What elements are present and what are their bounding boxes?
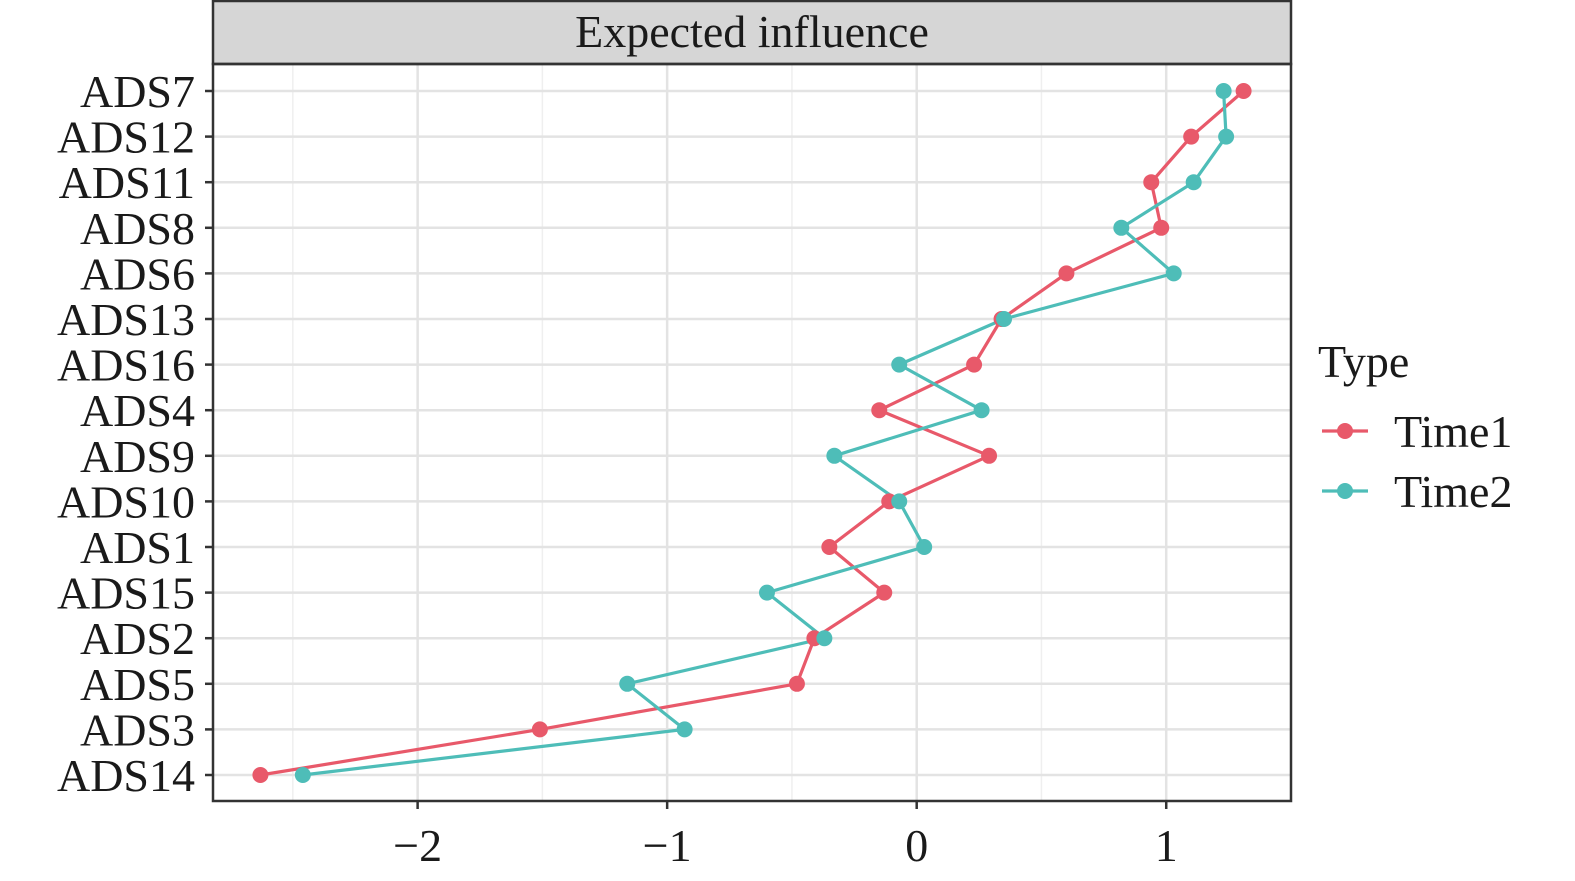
series-time2 <box>302 90 1228 777</box>
series-line-time2 <box>302 90 1228 777</box>
y-tick-label: ADS6 <box>80 248 195 299</box>
data-point <box>788 675 805 692</box>
data-point <box>1153 219 1170 236</box>
x-tick-label: −2 <box>393 820 442 871</box>
y-axis: ADS7ADS12ADS11ADS8ADS6ADS13ADS16ADS4ADS9… <box>57 66 213 801</box>
y-tick-label: ADS3 <box>80 704 195 755</box>
legend-item-time1: Time1 <box>1322 406 1512 457</box>
data-point <box>1143 174 1160 191</box>
data-point <box>252 767 269 783</box>
data-point <box>973 402 990 419</box>
data-point <box>826 447 843 464</box>
data-point <box>1058 265 1075 282</box>
data-point <box>891 356 908 373</box>
y-tick-label: ADS14 <box>57 750 195 801</box>
y-tick-label: ADS4 <box>80 385 195 436</box>
legend-items: Time1 Time2 <box>1322 406 1512 517</box>
y-tick-label: ADS10 <box>57 476 195 527</box>
x-axis: −2 −1 0 1 <box>393 801 1178 871</box>
data-point <box>758 584 775 601</box>
y-tick-label: ADS2 <box>80 613 195 664</box>
data-point <box>294 767 311 783</box>
data-point <box>916 539 933 555</box>
y-tick-label: ADS13 <box>57 294 195 345</box>
y-tick-label: ADS9 <box>80 431 195 482</box>
x-tick-label: 0 <box>905 820 928 871</box>
data-point <box>676 721 693 738</box>
series-line-time1 <box>260 89 1245 777</box>
data-point <box>821 539 838 555</box>
data-point <box>1215 83 1232 99</box>
data-point <box>876 584 893 601</box>
series-points-time2 <box>294 83 1235 783</box>
data-point <box>871 402 888 419</box>
vertical-gridlines <box>292 64 1168 801</box>
x-tick-label: −1 <box>643 820 692 871</box>
legend-title: Type <box>1318 336 1409 387</box>
series-layer <box>252 83 1252 783</box>
y-tick-label: ADS8 <box>80 203 195 254</box>
data-point <box>891 493 908 510</box>
legend-item-time2: Time2 <box>1322 466 1512 517</box>
data-point <box>966 356 983 373</box>
y-tick-label: ADS11 <box>59 157 195 208</box>
legend-label: Time1 <box>1394 406 1512 457</box>
series-time1 <box>260 89 1245 777</box>
data-point <box>531 721 548 738</box>
facet-strip <box>211 0 1293 66</box>
data-point <box>1165 265 1182 282</box>
legend: Type Time1 Time2 <box>1318 336 1512 517</box>
y-tick-label: ADS5 <box>80 659 195 710</box>
data-point <box>996 311 1013 327</box>
y-tick-label: ADS12 <box>57 112 195 163</box>
panel-border <box>211 62 1293 803</box>
series-points-time1 <box>252 83 1252 783</box>
data-point <box>816 630 833 647</box>
x-tick-label: 1 <box>1155 820 1178 871</box>
y-tick-label: ADS7 <box>80 66 195 117</box>
y-tick-label: ADS1 <box>80 522 195 573</box>
data-point <box>1235 83 1252 99</box>
data-point <box>1113 219 1130 236</box>
legend-key-point <box>1337 423 1353 439</box>
legend-key-point <box>1337 483 1353 499</box>
y-tick-label: ADS15 <box>57 568 195 619</box>
facet-strip-title: Expected influence <box>575 6 929 57</box>
legend-label: Time2 <box>1394 466 1512 517</box>
data-point <box>1183 128 1200 145</box>
y-tick-label: ADS16 <box>57 340 195 391</box>
data-point <box>1218 128 1235 145</box>
data-point <box>619 675 636 692</box>
horizontal-gridlines <box>213 89 1291 777</box>
data-point <box>1185 174 1202 191</box>
data-point <box>981 447 998 464</box>
